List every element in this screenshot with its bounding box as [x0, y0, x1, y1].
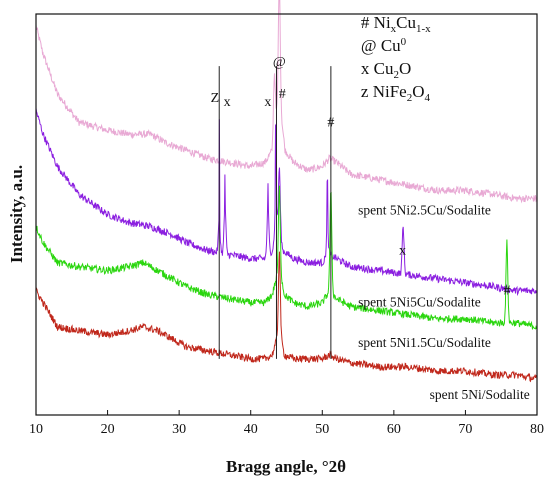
legend-entry-0: # NixCu1-x: [361, 13, 431, 35]
peak-marker-6: x: [399, 244, 406, 259]
plot-frame: [35, 13, 538, 416]
drop-lines: [218, 66, 332, 359]
series-label-1: spent 5Ni5Cu/Sodalite: [358, 295, 481, 310]
peak-marker-5: #: [327, 115, 334, 130]
series-label-2: spent 5Ni1.5Cu/Sodalite: [358, 335, 491, 350]
x-tick-label-7: 80: [530, 422, 544, 437]
x-tick-label-2: 30: [172, 422, 186, 437]
series-label-0: spent 5Ni2.5Cu/Sodalite: [358, 203, 491, 218]
x-axis-title: Bragg angle, °2θ: [226, 457, 346, 476]
peak-marker-4: #: [279, 87, 286, 102]
peak-marker-7: #: [503, 284, 510, 299]
series-line-0: [35, 0, 538, 204]
x-tick-label-3: 40: [244, 422, 258, 437]
legend-entry-3: z NiFe2O4: [361, 82, 431, 104]
series-labels: spent 5Ni2.5Cu/Sodalite spent 5Ni5Cu/Soda…: [358, 203, 530, 402]
peak-marker-2: x: [264, 95, 271, 110]
series-line-3: [35, 251, 538, 383]
x-tick-label-0: 10: [29, 422, 43, 437]
y-axis-title: Intensity, a.u.: [7, 165, 26, 263]
series-label-3: spent 5Ni/Sodalite: [430, 387, 530, 402]
x-tick-label-5: 60: [387, 422, 401, 437]
series-group: [35, 0, 538, 383]
legend-entry-2: x Cu2O: [361, 59, 411, 81]
legend-entry-1: @ Cu0: [361, 36, 407, 55]
peak-marker-0: Z: [211, 91, 220, 106]
x-tick-label-4: 50: [315, 422, 329, 437]
x-tick-label-1: 20: [101, 422, 115, 437]
peak-marker-1: x: [224, 95, 231, 110]
series-line-2: [35, 185, 538, 330]
x-ticks: 10 20 30 40 50 60 70 80: [29, 410, 544, 437]
series-line-1: [35, 108, 538, 297]
peak-marker-3: @: [273, 55, 286, 70]
x-tick-label-6: 70: [458, 422, 472, 437]
